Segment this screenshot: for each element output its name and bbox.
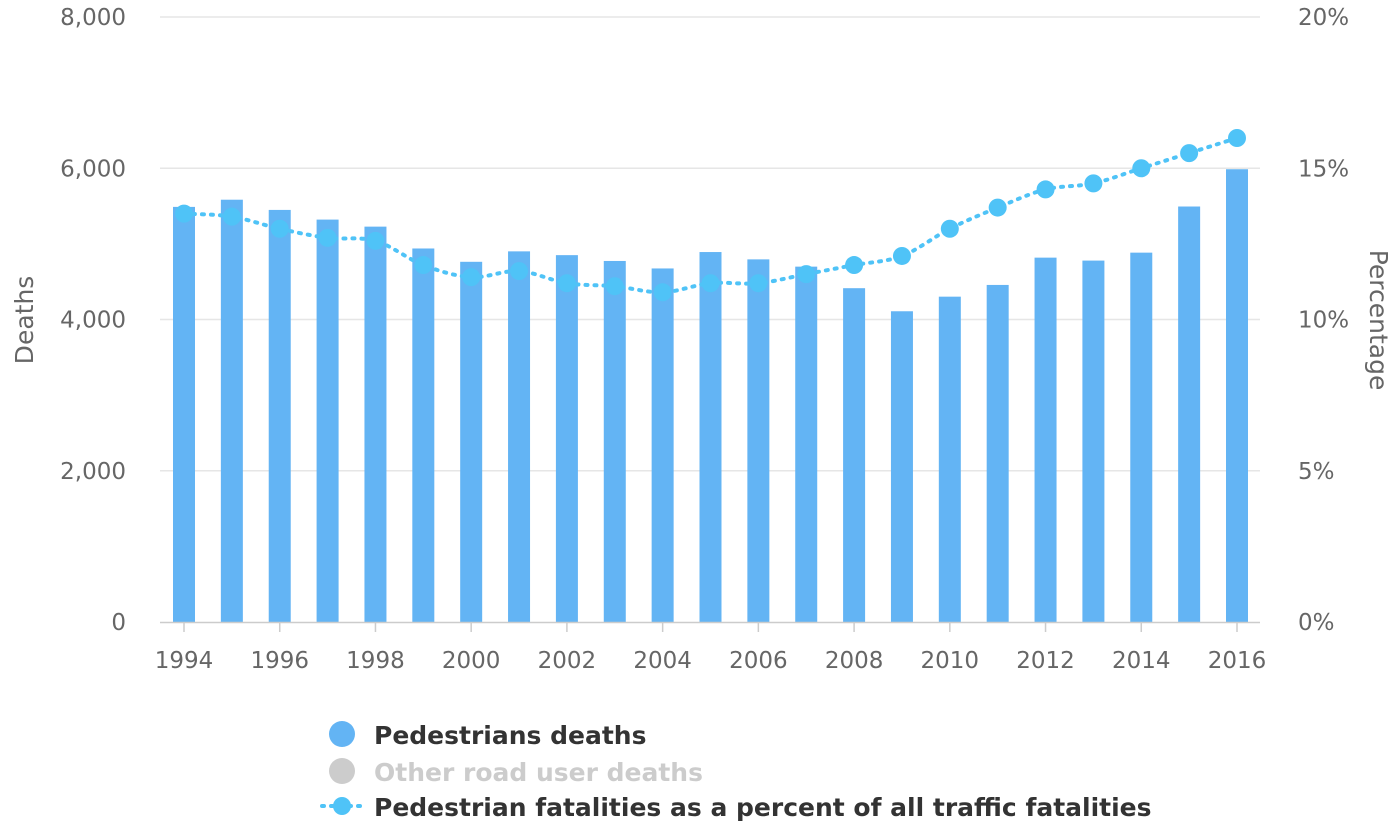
point-2004[interactable] — [653, 283, 672, 302]
point-2014[interactable] — [1132, 159, 1151, 178]
point-2006[interactable] — [749, 274, 768, 293]
legend-symbol-percent[interactable] — [333, 797, 351, 815]
bar-2016[interactable] — [1226, 169, 1248, 622]
point-1994[interactable] — [175, 204, 193, 223]
point-2016[interactable] — [1228, 129, 1246, 147]
y-right-tick-label: 5% — [1298, 459, 1335, 485]
bar-2012[interactable] — [1034, 257, 1057, 622]
y-left-tick-label: 6,000 — [60, 156, 126, 182]
point-2015[interactable] — [1180, 144, 1199, 163]
axes: 0 0% 2,000 5% 4,000 10% 6,000 15% 8,000 20% 1994 19… — [60, 5, 1349, 674]
bar-2000[interactable] — [460, 261, 483, 622]
point-2000[interactable] — [462, 268, 481, 287]
bar-2015[interactable] — [1178, 206, 1201, 623]
point-2009[interactable] — [892, 246, 911, 265]
legend-label-percent[interactable]: Pedestrian fatalities as a percent of al… — [374, 793, 1152, 822]
legend-symbol-pedestrians-deaths[interactable] — [329, 721, 355, 747]
x-tick-label: 2004 — [633, 648, 692, 674]
x-tick-label: 2000 — [442, 648, 501, 674]
bar-1998[interactable] — [364, 226, 387, 622]
bar-1996[interactable] — [268, 209, 291, 622]
bar-1995[interactable] — [220, 199, 243, 622]
x-tick-label: 1996 — [250, 648, 309, 674]
legend-label-other-road-user-deaths[interactable]: Other road user deaths — [374, 758, 703, 787]
bar-1999[interactable] — [412, 248, 435, 622]
y-axis-right-title: Percentage — [1364, 250, 1393, 391]
bar-2011[interactable] — [986, 284, 1009, 622]
bar-2001[interactable] — [508, 251, 531, 622]
point-2007[interactable] — [797, 265, 816, 284]
bar-2005[interactable] — [699, 252, 722, 623]
y-left-tick-label: 8,000 — [60, 5, 126, 31]
x-tick-label: 2010 — [921, 648, 980, 674]
y-right-tick-label: 0% — [1298, 610, 1335, 636]
point-1998[interactable] — [366, 231, 385, 250]
point-2008[interactable] — [845, 256, 864, 275]
x-tick-label: 2002 — [538, 648, 597, 674]
y-axis-left-title: Deaths — [10, 276, 39, 365]
bar-2004[interactable] — [651, 268, 674, 622]
y-right-tick-label: 20% — [1298, 5, 1349, 31]
bar-2014[interactable] — [1130, 252, 1153, 622]
point-1997[interactable] — [318, 228, 337, 247]
y-right-tick-label: 10% — [1298, 308, 1349, 334]
legend-label-pedestrians-deaths[interactable]: Pedestrians deaths — [374, 721, 646, 750]
x-tick-label: 1994 — [155, 648, 214, 674]
y-left-tick-label: 2,000 — [60, 459, 126, 485]
point-2003[interactable] — [605, 277, 624, 296]
point-2002[interactable] — [557, 274, 576, 293]
bar-1997[interactable] — [316, 219, 339, 623]
point-1995[interactable] — [222, 207, 241, 226]
x-tick-label: 2014 — [1112, 648, 1171, 674]
y-left-tick-label: 4,000 — [60, 308, 126, 334]
point-2010[interactable] — [940, 219, 959, 238]
point-2001[interactable] — [510, 262, 529, 281]
point-1999[interactable] — [414, 256, 433, 275]
point-1996[interactable] — [270, 219, 289, 238]
x-tick-label: 2016 — [1208, 648, 1267, 674]
bar-2002[interactable] — [555, 255, 578, 622]
y-right-tick-label: 15% — [1298, 156, 1349, 182]
legend: Pedestrians deaths Other road user deaths… — [320, 721, 1152, 822]
bar-2003[interactable] — [603, 260, 626, 622]
bar-2007[interactable] — [795, 266, 818, 622]
point-2011[interactable] — [988, 198, 1007, 217]
x-tick-label: 2012 — [1016, 648, 1075, 674]
x-tick-label: 2006 — [729, 648, 788, 674]
point-2005[interactable] — [701, 274, 720, 293]
x-tick-label: 1998 — [346, 648, 405, 674]
point-2012[interactable] — [1036, 180, 1055, 199]
bar-1994[interactable] — [173, 206, 195, 622]
bar-2009[interactable] — [890, 311, 913, 622]
bar-2006[interactable] — [747, 259, 770, 622]
line-series-pedestrian-percent[interactable] — [175, 129, 1246, 302]
bar-series-pedestrians-deaths[interactable] — [173, 169, 1248, 623]
x-tick-label: 2008 — [825, 648, 884, 674]
point-2013[interactable] — [1084, 174, 1103, 193]
legend-symbol-other-road-user-deaths[interactable] — [329, 758, 355, 784]
y-left-tick-label: 0 — [111, 610, 126, 636]
bar-2013[interactable] — [1082, 260, 1105, 622]
bar-2008[interactable] — [843, 288, 866, 622]
bar-2010[interactable] — [938, 296, 961, 622]
